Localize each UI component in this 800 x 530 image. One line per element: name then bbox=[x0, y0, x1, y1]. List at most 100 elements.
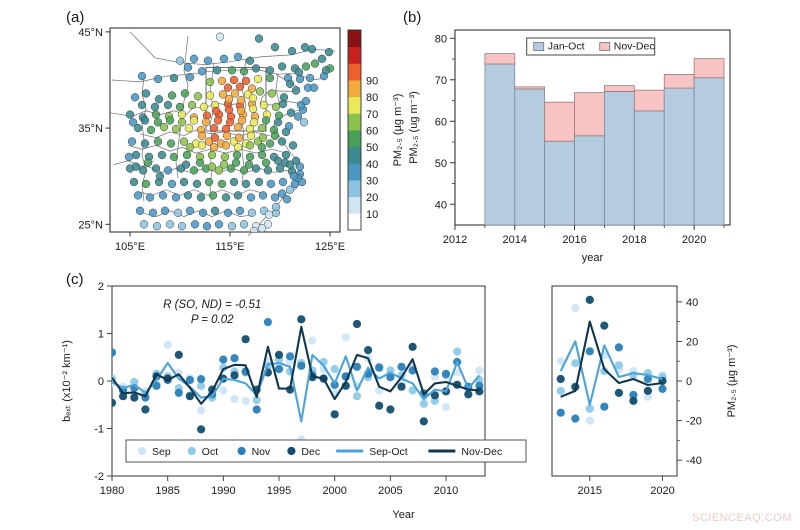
ts-left-point-dec bbox=[230, 371, 239, 380]
ts-left-point-nov bbox=[430, 367, 439, 376]
ts-left-point-oct bbox=[453, 347, 462, 356]
map-station-point bbox=[197, 67, 207, 76]
map-station-point bbox=[249, 118, 259, 127]
ts-left-point-sep bbox=[341, 333, 350, 342]
map-station-point bbox=[214, 166, 224, 175]
map-station-point bbox=[267, 89, 277, 98]
map-station-point bbox=[197, 131, 207, 140]
ts-right-point-nov bbox=[571, 414, 580, 423]
map-station-point bbox=[196, 193, 206, 202]
map-station-point bbox=[163, 166, 173, 175]
ts-left-point-nov bbox=[112, 348, 117, 357]
ts-left-point-nov bbox=[286, 352, 295, 361]
ts-left-point-sep bbox=[163, 340, 172, 349]
map-station-point bbox=[246, 131, 256, 140]
ts-right-point-dec bbox=[585, 295, 594, 304]
map-station-point bbox=[273, 118, 283, 127]
map-station-point bbox=[277, 137, 287, 146]
map-station-point bbox=[218, 90, 228, 99]
map-station-point bbox=[245, 124, 255, 134]
map-station-point bbox=[167, 179, 177, 189]
map-station-point bbox=[177, 110, 187, 119]
map-station-point bbox=[205, 91, 215, 100]
timeseries-left-plot: -2 -1 0 1 2 1980 1985 1990 1995 2000 2005 2010 bₑₓₜ … bbox=[61, 281, 527, 521]
ts-right-point-sep bbox=[643, 392, 653, 401]
ts-left-data bbox=[112, 315, 484, 444]
ts-right-x-tick-label: 2020 bbox=[650, 485, 674, 497]
map-station-point bbox=[154, 95, 164, 104]
map-station-point bbox=[148, 208, 158, 217]
ts-left-x-tick-label: 1980 bbox=[100, 485, 124, 497]
ts-left-point-sep bbox=[475, 366, 484, 375]
bar-y-tick-label: 70 bbox=[435, 75, 447, 87]
ts-left-point-sep bbox=[319, 365, 328, 374]
map-stations bbox=[124, 32, 335, 232]
map-station-point bbox=[160, 206, 170, 215]
map-station-point bbox=[158, 191, 168, 200]
map-station-point bbox=[261, 158, 271, 167]
map-station-point bbox=[189, 54, 199, 63]
map-station-point bbox=[183, 191, 193, 200]
ts-left-point-dec bbox=[464, 390, 473, 399]
ts-left-point-oct bbox=[408, 386, 417, 395]
map-station-point bbox=[185, 206, 195, 215]
timeseries-right-plot: -40 -20 0 20 40 2015 2020 PM₂.₅ (µg m⁻³) bbox=[551, 285, 738, 497]
ts-right-point-sep bbox=[571, 303, 580, 312]
map-station-point bbox=[221, 193, 231, 202]
ts-left-point-dec bbox=[174, 350, 183, 359]
map-x-tick-label: 125°E bbox=[315, 241, 345, 253]
map-station-point bbox=[245, 141, 255, 150]
map-station-point bbox=[281, 150, 291, 160]
map-station-point bbox=[220, 152, 230, 162]
map-station-point bbox=[145, 193, 155, 202]
map-station-point bbox=[208, 191, 218, 200]
map-station-point bbox=[187, 100, 197, 110]
colorbar-band bbox=[348, 213, 361, 231]
ts-left-point-sep bbox=[453, 368, 462, 377]
map-station-point bbox=[275, 164, 285, 173]
map-station-point bbox=[277, 189, 287, 198]
map-station-point bbox=[270, 131, 280, 140]
ts-right-frame bbox=[551, 285, 678, 477]
map-station-point bbox=[125, 110, 135, 119]
map-x-tick-label: 115°E bbox=[215, 241, 244, 253]
ts-left-x-tick-label: 1990 bbox=[211, 485, 235, 497]
map-station-point bbox=[226, 164, 236, 173]
map-station-point bbox=[221, 124, 231, 134]
map-station-point bbox=[153, 118, 163, 127]
ts-right-y-axis-label: PM₂.₅ (µg m⁻³) bbox=[726, 345, 738, 418]
panel-b: (b) 40 50 60 70 80 2012 2014 2016 2018 2020 year PM… bbox=[395, 0, 800, 264]
map-station-point bbox=[129, 177, 139, 187]
ts-left-x-tick-label: 1985 bbox=[155, 485, 179, 497]
bar-segment-jan-oct bbox=[633, 110, 665, 226]
map-station-point bbox=[181, 160, 191, 169]
ts-legend-label: Oct bbox=[202, 446, 218, 458]
map-station-point bbox=[285, 185, 295, 194]
ts-right-point-nov bbox=[585, 347, 594, 356]
map-station-point bbox=[213, 116, 223, 125]
ts-left-point-sep bbox=[230, 395, 239, 404]
map-station-point bbox=[288, 141, 298, 150]
ts-left-point-oct bbox=[219, 363, 228, 372]
colorbar-tick-label: 40 bbox=[366, 159, 378, 171]
map-station-point bbox=[278, 99, 288, 109]
map-station-point bbox=[271, 202, 281, 212]
ts-right-point-oct bbox=[614, 361, 624, 370]
bar-segment-nov-dec bbox=[544, 101, 575, 142]
map-station-point bbox=[227, 66, 237, 75]
map-station-point bbox=[285, 160, 295, 169]
ts-left-point-dec bbox=[430, 391, 439, 400]
bar-segment-nov-dec bbox=[574, 92, 605, 137]
ts-left-point-sep bbox=[308, 336, 317, 345]
ts-left-point-nov bbox=[263, 318, 272, 327]
map-station-point bbox=[207, 150, 217, 160]
map-station-point bbox=[139, 220, 149, 229]
map-station-point bbox=[217, 179, 227, 189]
ts-left-y-tick-label: 0 bbox=[98, 376, 104, 388]
ts-left-line-nov-dec bbox=[112, 325, 480, 405]
map-station-point bbox=[195, 158, 205, 167]
ts-left-point-sep bbox=[219, 386, 228, 395]
colorbar-title: PM₂.₅ (µg m⁻³) bbox=[392, 94, 404, 167]
ts-left-point-dec bbox=[364, 346, 373, 355]
ts-left-point-oct bbox=[330, 365, 339, 374]
